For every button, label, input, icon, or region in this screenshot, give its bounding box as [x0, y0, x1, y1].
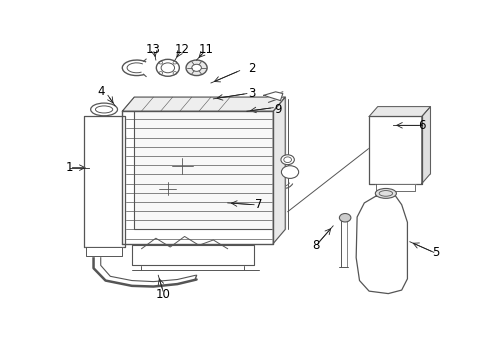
Ellipse shape [375, 189, 396, 198]
Polygon shape [86, 247, 122, 256]
Ellipse shape [90, 103, 117, 116]
Text: 8: 8 [312, 239, 320, 252]
Text: 1: 1 [66, 161, 73, 174]
Polygon shape [273, 97, 285, 243]
Text: 11: 11 [198, 43, 213, 56]
Polygon shape [263, 92, 282, 100]
Polygon shape [368, 117, 421, 184]
Ellipse shape [280, 155, 294, 165]
Polygon shape [355, 196, 407, 294]
Ellipse shape [185, 60, 207, 76]
Polygon shape [368, 107, 429, 117]
Polygon shape [84, 117, 124, 247]
Text: 9: 9 [274, 103, 281, 116]
Text: 13: 13 [146, 43, 161, 56]
Text: 4: 4 [97, 85, 104, 98]
Ellipse shape [339, 213, 350, 222]
Text: 7: 7 [255, 198, 262, 211]
Polygon shape [132, 245, 254, 265]
Polygon shape [122, 97, 285, 111]
Polygon shape [421, 107, 429, 184]
Polygon shape [376, 184, 414, 190]
Text: 5: 5 [431, 246, 439, 259]
Text: 2: 2 [247, 62, 255, 75]
Text: 10: 10 [155, 288, 170, 301]
Ellipse shape [281, 166, 298, 179]
Ellipse shape [191, 64, 201, 71]
Polygon shape [377, 107, 429, 174]
Text: 12: 12 [174, 43, 189, 56]
Polygon shape [134, 97, 285, 229]
Text: 3: 3 [247, 87, 255, 100]
Text: 6: 6 [417, 119, 425, 132]
